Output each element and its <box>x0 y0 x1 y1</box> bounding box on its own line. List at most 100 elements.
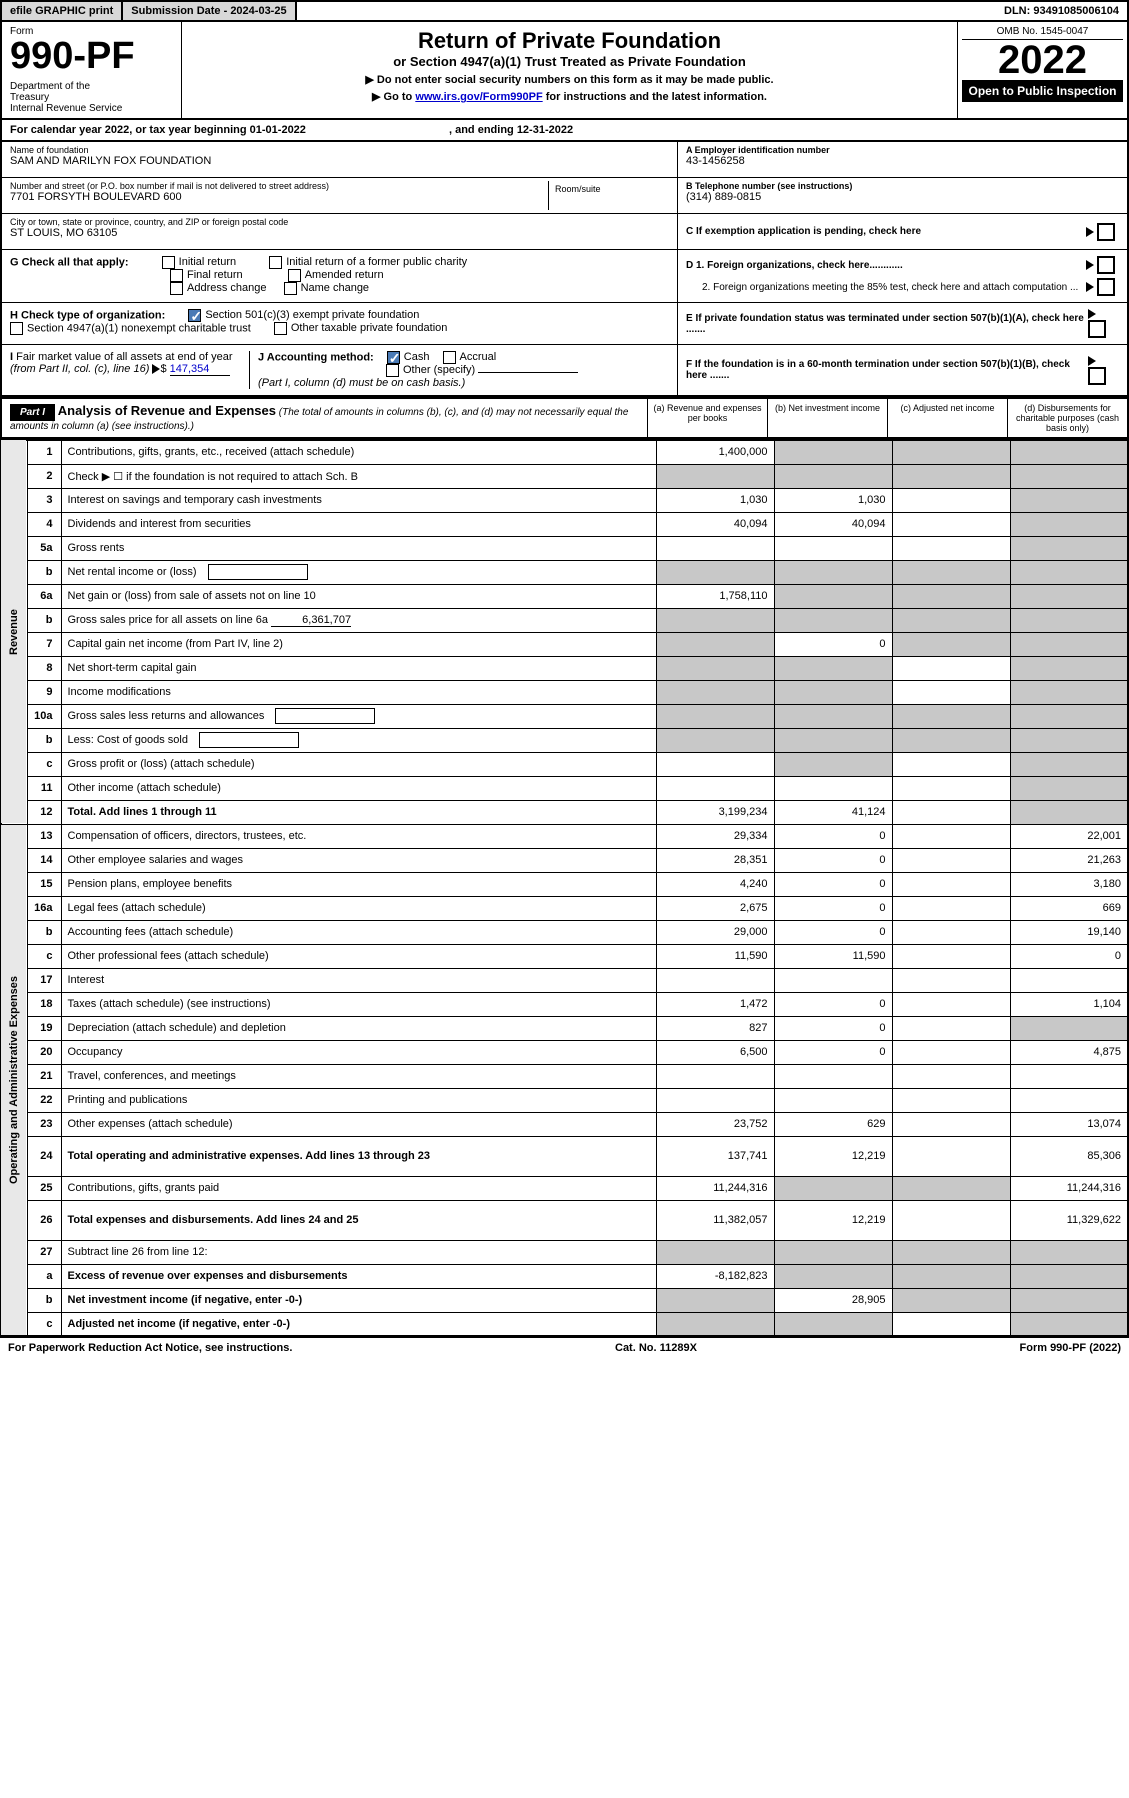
line-description: Other professional fees (attach schedule… <box>61 944 656 968</box>
amended-return-checkbox[interactable] <box>288 269 301 282</box>
line-description: Total operating and administrative expen… <box>61 1136 656 1176</box>
amount-cell-a <box>656 560 774 584</box>
amount-cell-b: 12,219 <box>774 1136 892 1176</box>
amount-cell-c <box>892 704 1010 728</box>
amount-cell-d: 19,140 <box>1010 920 1128 944</box>
amount-cell-a: 29,334 <box>656 824 774 848</box>
line-description: Interest on savings and temporary cash i… <box>61 488 656 512</box>
exemption-checkbox[interactable] <box>1097 223 1115 241</box>
501c3-checkbox[interactable] <box>188 309 201 322</box>
amount-cell-d <box>1010 656 1128 680</box>
line-number: 25 <box>27 1176 61 1200</box>
amount-cell-d <box>1010 1312 1128 1336</box>
line-description: Other income (attach schedule) <box>61 776 656 800</box>
table-row: bNet investment income (if negative, ent… <box>1 1288 1128 1312</box>
part1-title: Analysis of Revenue and Expenses <box>58 403 276 418</box>
form-number: 990-PF <box>10 37 173 75</box>
name-change-checkbox[interactable] <box>284 282 297 295</box>
irs-link[interactable]: www.irs.gov/Form990PF <box>415 91 542 103</box>
initial-return-former-checkbox[interactable] <box>269 256 282 269</box>
amount-cell-b: 28,905 <box>774 1288 892 1312</box>
line-number: 12 <box>27 800 61 824</box>
amount-cell-b: 0 <box>774 896 892 920</box>
line-number: 17 <box>27 968 61 992</box>
exemption-pending-cell: C If exemption application is pending, c… <box>678 214 1127 250</box>
goto-note: ▶ Go to www.irs.gov/Form990PF for instru… <box>188 90 951 103</box>
amount-cell-b <box>774 440 892 464</box>
table-row: bAccounting fees (attach schedule)29,000… <box>1 920 1128 944</box>
final-return-checkbox[interactable] <box>170 269 183 282</box>
line-description: Gross rents <box>61 536 656 560</box>
amount-cell-a: 23,752 <box>656 1112 774 1136</box>
d2-label: 2. Foreign organizations meeting the 85%… <box>686 282 1078 293</box>
amount-cell-a <box>656 728 774 752</box>
initial-return-checkbox[interactable] <box>162 256 175 269</box>
amount-cell-b <box>774 968 892 992</box>
amount-cell-b: 41,124 <box>774 800 892 824</box>
amount-cell-b <box>774 1088 892 1112</box>
amount-cell-b <box>774 704 892 728</box>
line-number: 4 <box>27 512 61 536</box>
line-description: Gross sales price for all assets on line… <box>61 608 656 632</box>
amount-cell-b <box>774 728 892 752</box>
amount-cell-c <box>892 968 1010 992</box>
amount-cell-a: 11,244,316 <box>656 1176 774 1200</box>
line-description: Total expenses and disbursements. Add li… <box>61 1200 656 1240</box>
line-number: 16a <box>27 896 61 920</box>
col-b-header: (b) Net investment income <box>767 399 887 437</box>
accrual-checkbox[interactable] <box>443 351 456 364</box>
amount-cell-d <box>1010 608 1128 632</box>
line-description: Net investment income (if negative, ente… <box>61 1288 656 1312</box>
amount-cell-b <box>774 752 892 776</box>
d1-checkbox[interactable] <box>1097 256 1115 274</box>
table-row: 2Check ▶ ☐ if the foundation is not requ… <box>1 464 1128 488</box>
amount-cell-a <box>656 1312 774 1336</box>
efile-print-button[interactable]: efile GRAPHIC print <box>2 2 123 20</box>
amount-cell-a <box>656 1064 774 1088</box>
line-number: b <box>27 728 61 752</box>
line-number: 7 <box>27 632 61 656</box>
amount-cell-c <box>892 464 1010 488</box>
table-row: 23Other expenses (attach schedule)23,752… <box>1 1112 1128 1136</box>
table-row: cAdjusted net income (if negative, enter… <box>1 1312 1128 1336</box>
line-number: b <box>27 1288 61 1312</box>
table-row: cOther professional fees (attach schedul… <box>1 944 1128 968</box>
d2-checkbox[interactable] <box>1097 278 1115 296</box>
amount-cell-d: 13,074 <box>1010 1112 1128 1136</box>
amount-cell-b: 11,590 <box>774 944 892 968</box>
amount-cell-a <box>656 1288 774 1312</box>
address-change-checkbox[interactable] <box>170 282 183 295</box>
amount-cell-a: 1,758,110 <box>656 584 774 608</box>
amount-cell-c <box>892 1088 1010 1112</box>
amount-cell-d <box>1010 1240 1128 1264</box>
amount-cell-c <box>892 1112 1010 1136</box>
line-number: c <box>27 1312 61 1336</box>
j-label: J Accounting method: <box>258 351 374 363</box>
e-checkbox[interactable] <box>1088 320 1106 338</box>
amount-cell-c <box>892 1136 1010 1176</box>
cash-checkbox[interactable] <box>387 351 400 364</box>
amount-cell-c <box>892 1064 1010 1088</box>
j-note: (Part I, column (d) must be on cash basi… <box>258 377 465 389</box>
table-row: 14Other employee salaries and wages28,35… <box>1 848 1128 872</box>
amount-cell-a: 827 <box>656 1016 774 1040</box>
line-description: Dividends and interest from securities <box>61 512 656 536</box>
line-number: a <box>27 1264 61 1288</box>
amount-cell-a: 29,000 <box>656 920 774 944</box>
amount-cell-a: 6,500 <box>656 1040 774 1064</box>
amount-cell-b: 0 <box>774 1016 892 1040</box>
amount-cell-a: 11,382,057 <box>656 1200 774 1240</box>
4947a1-checkbox[interactable] <box>10 322 23 335</box>
other-taxable-checkbox[interactable] <box>274 322 287 335</box>
table-row: 20Occupancy6,50004,875 <box>1 1040 1128 1064</box>
form-header: Form 990-PF Department of theTreasuryInt… <box>0 22 1129 120</box>
line-description: Taxes (attach schedule) (see instruction… <box>61 992 656 1016</box>
table-row: 9Income modifications <box>1 680 1128 704</box>
table-row: 4Dividends and interest from securities4… <box>1 512 1128 536</box>
f-checkbox[interactable] <box>1088 367 1106 385</box>
amount-cell-d <box>1010 488 1128 512</box>
table-row: 22Printing and publications <box>1 1088 1128 1112</box>
ein-cell: A Employer identification number 43-1456… <box>678 142 1127 178</box>
amount-cell-c <box>892 728 1010 752</box>
amount-cell-c <box>892 632 1010 656</box>
